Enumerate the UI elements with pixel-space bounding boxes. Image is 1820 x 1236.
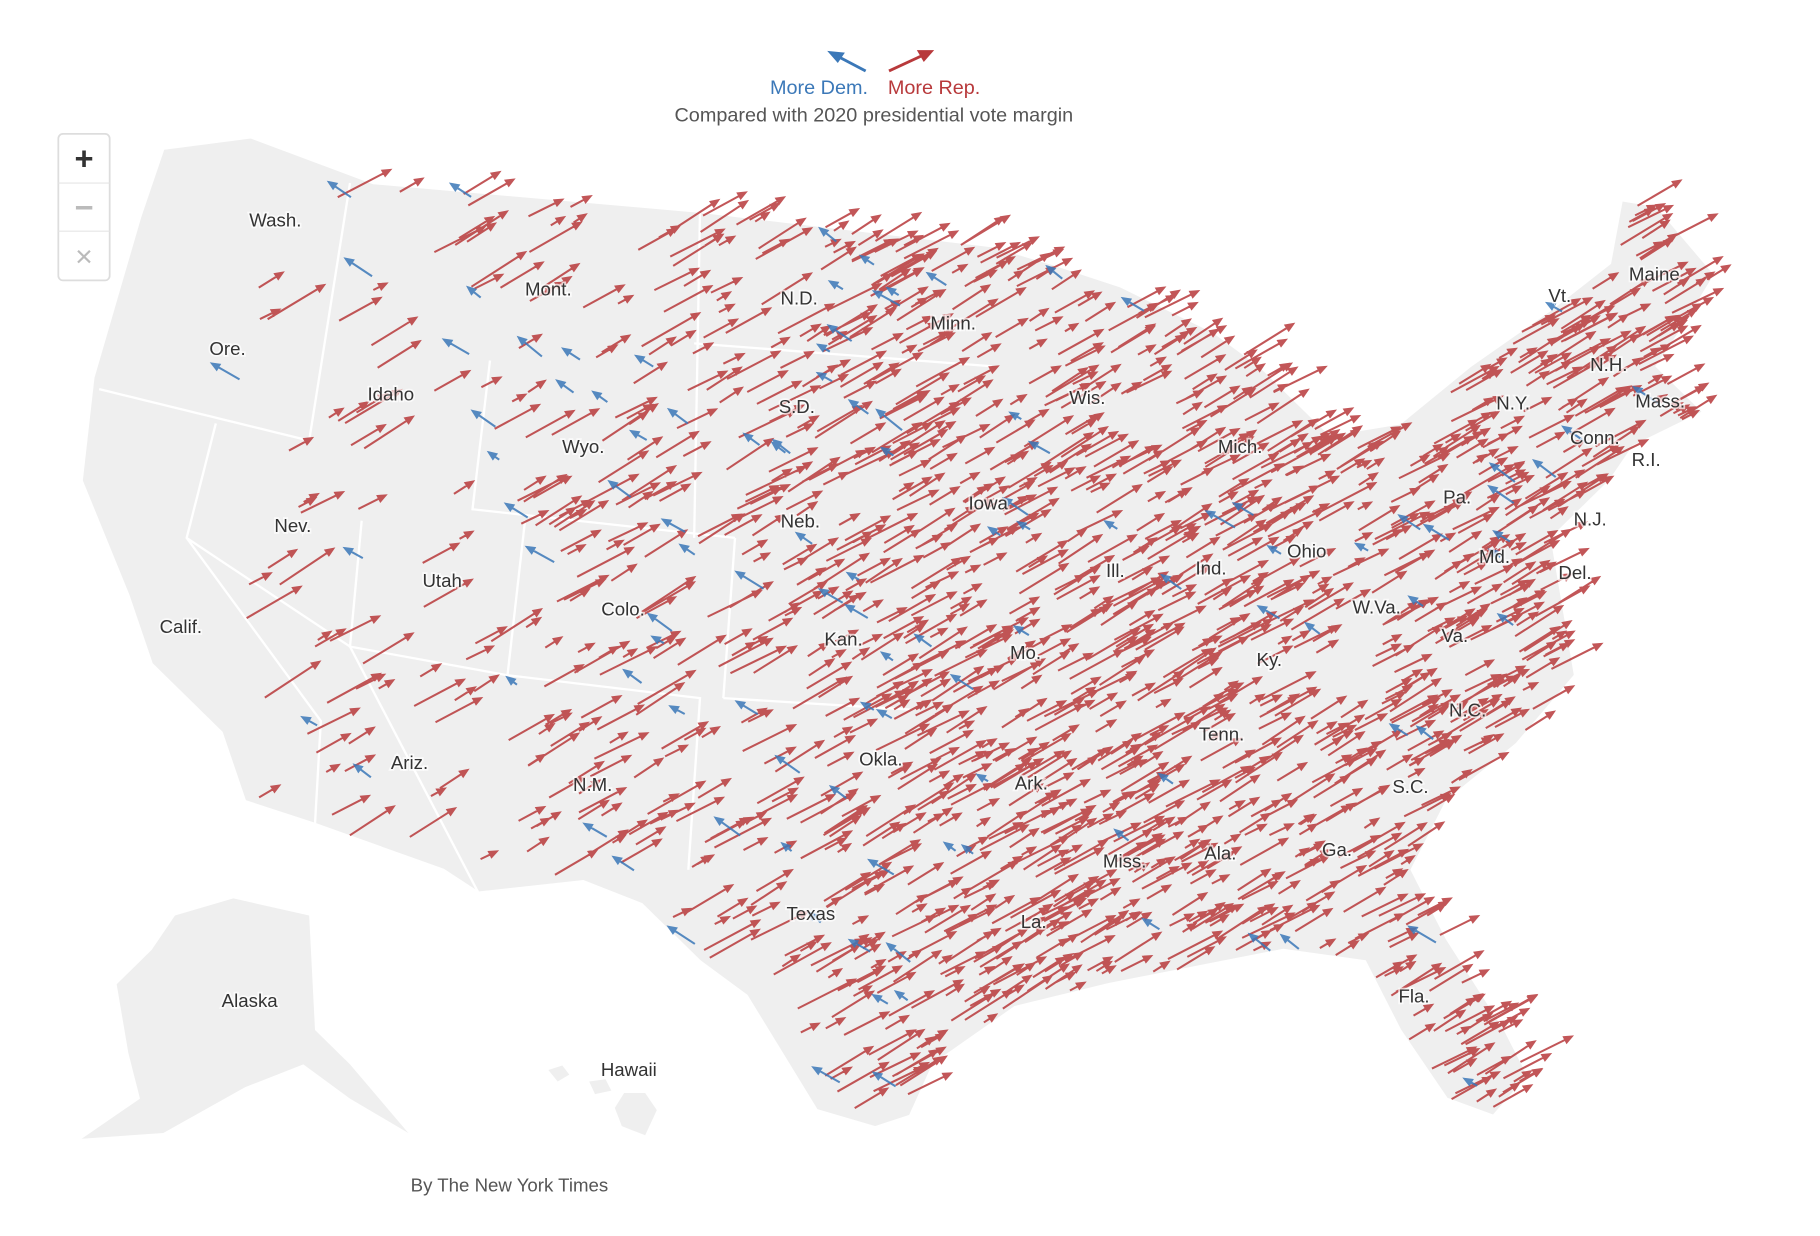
state-label: S.C. [1392, 776, 1428, 797]
legend-dem-arrow [827, 50, 867, 73]
state-label: Tenn. [1199, 724, 1245, 745]
state-label: Iowa [968, 492, 1008, 513]
state-label: W.Va. [1352, 597, 1400, 618]
state-label: Nev. [274, 515, 311, 536]
state-label: Wash. [249, 210, 301, 231]
state-label: Calif. [160, 616, 202, 637]
state-label: Wyo. [562, 436, 604, 457]
hawaii-land [548, 1065, 657, 1136]
legend: More Dem. More Rep. Compared with 2020 p… [674, 50, 1073, 126]
state-label: Fla. [1398, 986, 1429, 1007]
state-label: Ark. [1015, 773, 1048, 794]
state-label: N.Y. [1496, 393, 1530, 414]
legend-dem: More Dem. [770, 77, 868, 99]
legend-rep-arrow [888, 50, 935, 73]
state-label: Md. [1479, 546, 1510, 567]
credit: By The New York Times [411, 1175, 609, 1196]
state-label: S.D. [779, 396, 815, 417]
state-label: Ore. [209, 338, 245, 359]
state-label: Neb. [781, 511, 820, 532]
state-label: Va. [1442, 625, 1469, 646]
state-label: Del. [1558, 562, 1591, 583]
state-label: Ala. [1204, 843, 1236, 864]
state-label: Minn. [930, 313, 976, 334]
zoom-panel [57, 133, 111, 282]
state-label: Kan. [824, 629, 862, 650]
state-label: N.C. [1449, 700, 1486, 721]
state-label: Ill. [1106, 560, 1125, 581]
state-label: Utah [422, 570, 461, 591]
state-label: Ga. [1322, 839, 1352, 860]
state-label: Mo. [1010, 642, 1041, 663]
state-label: Mont. [525, 278, 572, 299]
state-label: Okla. [859, 749, 903, 770]
state-label: Idaho [368, 384, 415, 405]
dem-shift-arrows [209, 180, 1660, 1088]
state-label: Miss. [1103, 851, 1147, 872]
state-label: N.D. [781, 288, 818, 309]
state-label: Vt. [1548, 285, 1571, 306]
alaska-land [81, 898, 409, 1139]
state-labels: Wash. Ore. Calif. Idaho Nev. Mont. Wyo. … [158, 208, 1687, 1081]
state-label: Pa. [1443, 487, 1471, 508]
state-label: Alaska [222, 990, 279, 1011]
state-label: Conn. [1570, 427, 1620, 448]
state-label: N.J. [1574, 508, 1607, 529]
state-label: Ohio [1287, 541, 1326, 562]
state-label: Wis. [1069, 387, 1105, 408]
zoom-in[interactable]: + [74, 141, 93, 177]
state-label: Ind. [1195, 558, 1226, 579]
state-label: Ky. [1257, 649, 1283, 670]
zoom-out[interactable]: − [74, 190, 93, 226]
reset-zoom[interactable]: × [75, 241, 93, 274]
state-label: Ariz. [391, 752, 428, 773]
legend-rep: More Rep. [888, 77, 981, 99]
state-label: Colo. [601, 599, 645, 620]
state-label: R.I. [1632, 449, 1661, 470]
state-label: N.M. [573, 774, 612, 795]
state-label: N.H. [1590, 354, 1627, 375]
zoom-controls: + − × [57, 133, 111, 282]
rep-shift-arrows [246, 168, 1732, 1110]
state-label: Hawaii [601, 1059, 657, 1080]
state-label: La. [1021, 911, 1047, 932]
state-borders [98, 182, 992, 894]
state-label: Mass. [1635, 391, 1685, 412]
state-label: Mich. [1218, 436, 1263, 457]
state-label: Maine [1629, 264, 1680, 285]
state-label: Texas [786, 903, 835, 924]
legend-note: Compared with 2020 presidential vote mar… [674, 104, 1073, 126]
vote-shift-arrows [209, 168, 1732, 1110]
